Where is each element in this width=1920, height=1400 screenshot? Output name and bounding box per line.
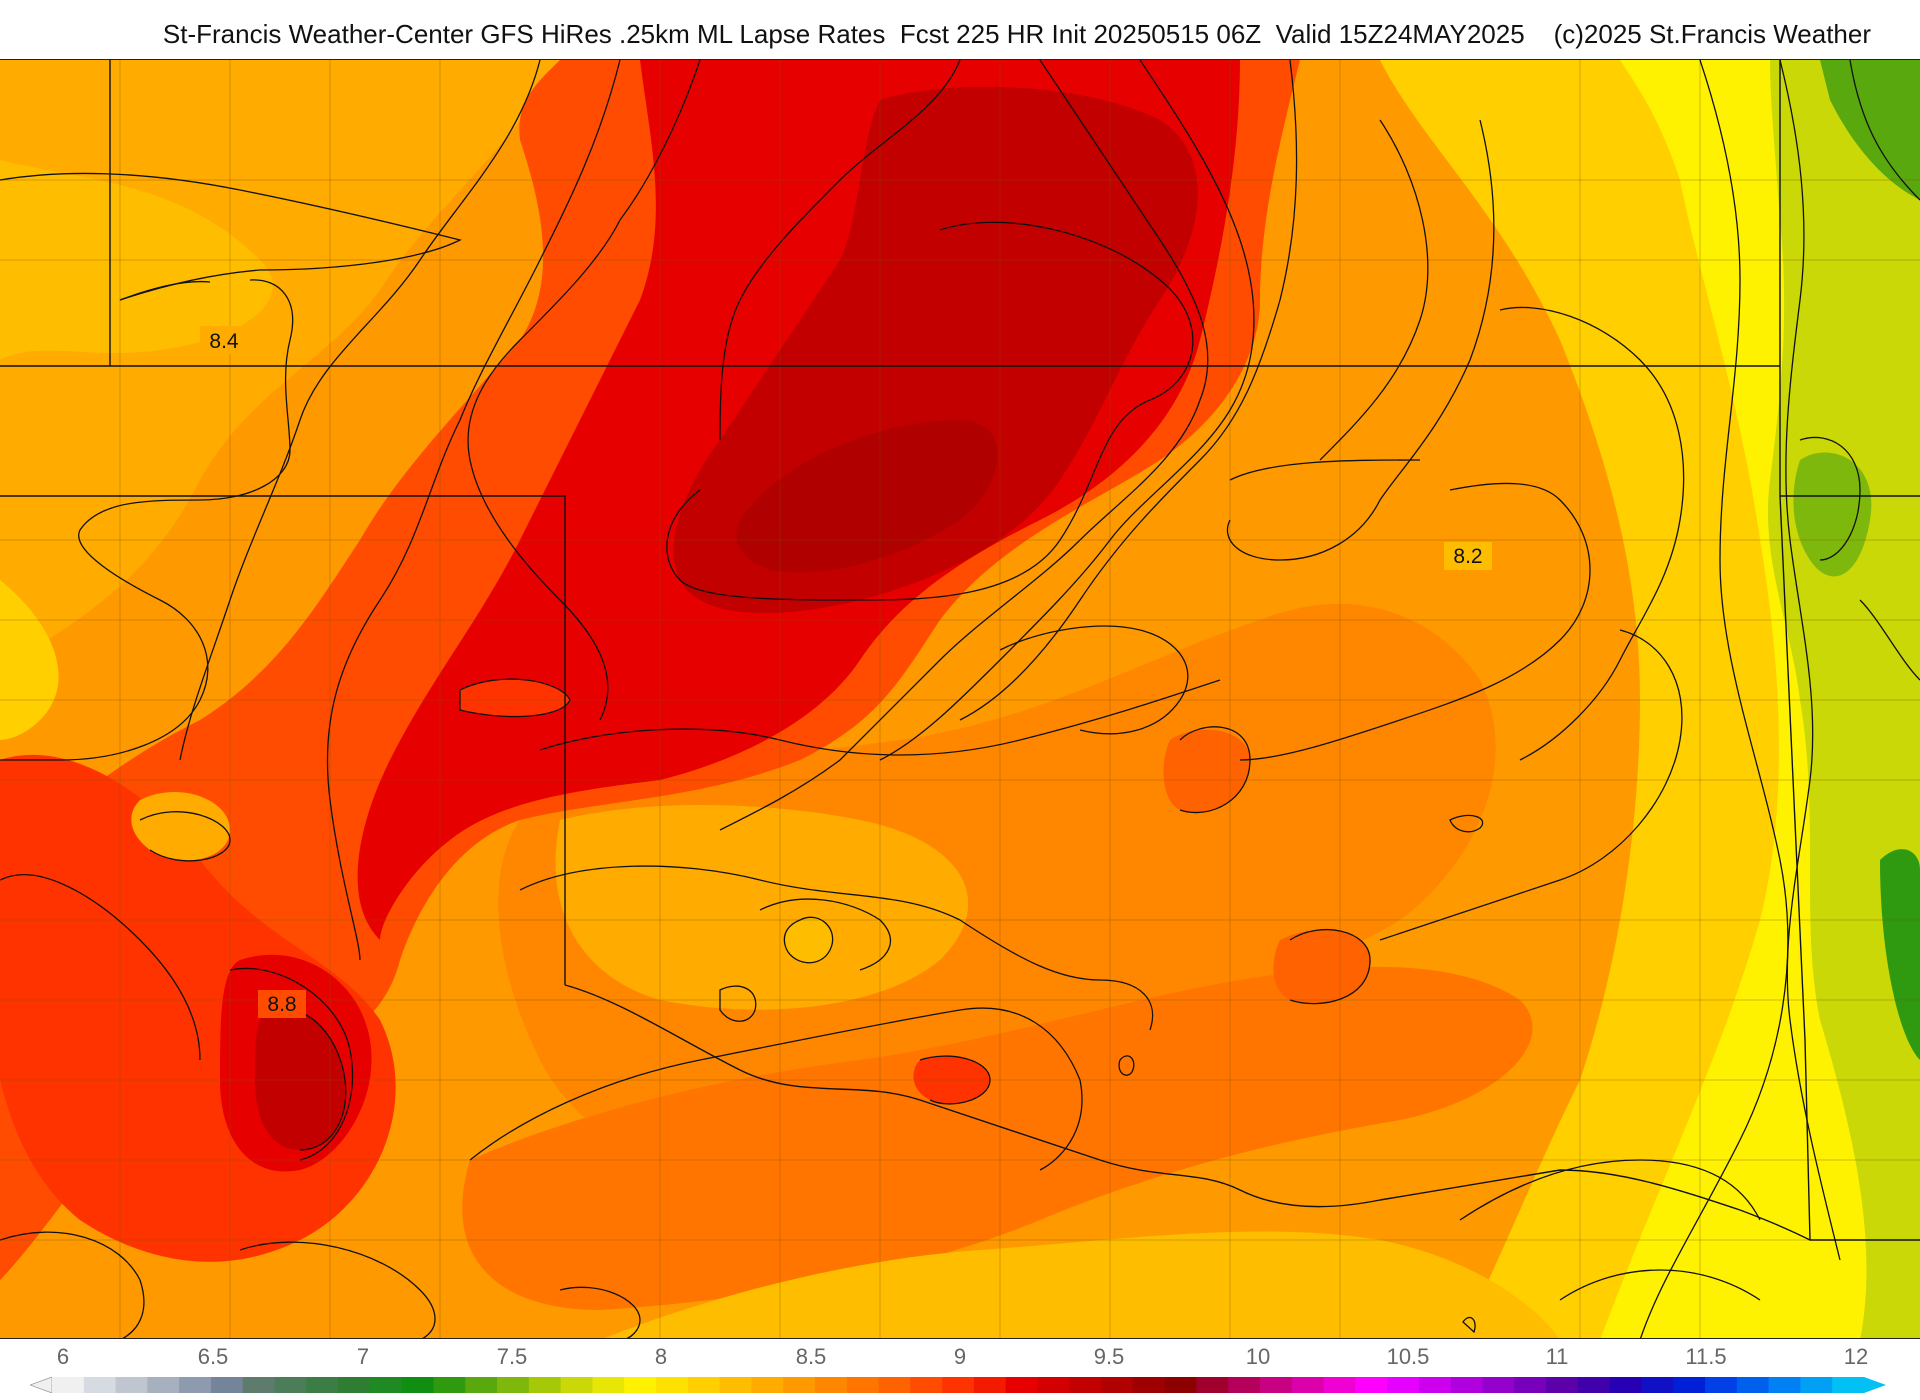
central-pale-region [555, 805, 969, 1010]
colorbar-tick: 11.5 [1685, 1344, 1727, 1369]
colorbar-swatch [1450, 1377, 1484, 1393]
colorbar-swatch [1705, 1377, 1738, 1393]
colorbar-swatch [1291, 1377, 1325, 1393]
colorbar-tick: 9.5 [1093, 1344, 1125, 1369]
colorbar-tick: 7 [356, 1344, 370, 1369]
colorbar-swatch [1355, 1377, 1388, 1393]
colorbar-swatch [1832, 1377, 1865, 1393]
colorbar-swatch [1577, 1377, 1611, 1393]
colorbar-swatch [656, 1377, 689, 1393]
colorbar [30, 1377, 1886, 1393]
patch-small-2 [460, 679, 570, 717]
patch-small-1 [784, 917, 833, 963]
colorbar-swatch [1101, 1377, 1134, 1393]
colorbar-swatch [369, 1377, 403, 1393]
colorbar-swatch [1482, 1377, 1515, 1393]
colorbar-swatch [687, 1377, 721, 1393]
patch-east-1 [1163, 729, 1250, 813]
colorbar-swatch [1736, 1377, 1770, 1393]
colorbar-swatch [401, 1377, 435, 1393]
colorbar-labels: 6 6.5 7 7.5 8 8.5 9 9.5 10 10.5 11 11.5 … [0, 1342, 1920, 1372]
colorbar-tick: 10 [1245, 1344, 1271, 1369]
colorbar-swatch [1609, 1377, 1643, 1393]
contour-label-8-4: 8.4 [209, 330, 239, 353]
colorbar-tick: 10.5 [1386, 1344, 1430, 1369]
colorbar-swatch [1323, 1377, 1356, 1393]
colorbar-tick: 6.5 [197, 1344, 229, 1369]
colorbar-swatch [433, 1377, 466, 1393]
colorbar-swatch [1673, 1377, 1706, 1393]
patch-center [913, 1056, 990, 1104]
south-orange-band [462, 966, 1533, 1310]
colorbar-swatch [52, 1377, 85, 1393]
colorbar-swatch [179, 1377, 212, 1393]
state-boundaries [0, 60, 1920, 1241]
colorbar-swatch [1164, 1377, 1198, 1393]
colorbar-swatch [910, 1377, 943, 1393]
colorbar-tick: 11 [1545, 1344, 1569, 1369]
colorbar-swatch [1196, 1377, 1229, 1393]
colorbar-swatch [83, 1377, 117, 1393]
colorbar-tick: 8.5 [795, 1344, 827, 1369]
patch-east-2 [1273, 929, 1370, 1004]
colorbar-swatch [242, 1377, 276, 1393]
contour-label-group: 8.4 8.8 8.2 [200, 326, 1492, 1018]
colorbar-swatch [1800, 1377, 1833, 1393]
colorbar-swatch [878, 1377, 911, 1393]
patch-small-3 [131, 791, 230, 861]
sw-darkest-blob [255, 1008, 346, 1150]
nw-light-region [0, 160, 273, 360]
colorbar-swatch [1546, 1377, 1579, 1393]
colorbar-swatch [1069, 1377, 1102, 1393]
colorbar-tick: 7.5 [496, 1344, 528, 1369]
colorbar-swatch [751, 1377, 784, 1393]
east-green-patch [1793, 452, 1872, 577]
lapse-rate-map: 8.4 8.8 8.2 [0, 59, 1920, 1339]
colorbar-swatch [306, 1377, 339, 1393]
colorbar-swatch [1418, 1377, 1452, 1393]
colorbar-swatch [942, 1377, 975, 1393]
colorbar-swatch [1228, 1377, 1261, 1393]
colorbar-swatch [1387, 1377, 1420, 1393]
colorbar-tick: 8 [654, 1344, 668, 1369]
colorbar-swatch [338, 1377, 371, 1393]
contour-lines [0, 60, 1920, 1338]
south-yellow-band [605, 1231, 1559, 1338]
east-lime-region [1768, 60, 1920, 1338]
map-title: St-Francis Weather-Center GFS HiRes .25k… [162, 19, 1871, 49]
colorbar-swatch [814, 1377, 848, 1393]
colorbar-tick: 9 [953, 1344, 967, 1369]
colorbar-swatch [1768, 1377, 1802, 1393]
colorbar-min-arrow [30, 1377, 53, 1393]
colorbar-swatch [274, 1377, 307, 1393]
colorbar-swatch [147, 1377, 180, 1393]
colorbar-swatch [1641, 1377, 1674, 1393]
colorbar-swatch [115, 1377, 148, 1393]
colorbar-swatch [973, 1377, 1007, 1393]
contour-label-8-8: 8.8 [267, 993, 296, 1016]
colorbar-tick: 12 [1843, 1344, 1869, 1369]
colorbar-swatch [719, 1377, 752, 1393]
colorbar-swatch [846, 1377, 880, 1393]
colorbar-swatch [497, 1377, 530, 1393]
colorbar-tick: 6 [56, 1344, 70, 1369]
contour-label-8-2: 8.2 [1453, 545, 1482, 568]
east-green-lower [1880, 849, 1920, 1060]
darkest-red-core [736, 420, 998, 573]
colorbar-swatch [624, 1377, 657, 1393]
colorbar-swatch [465, 1377, 498, 1393]
colorbar-max-arrow [1864, 1377, 1886, 1393]
colorbar-swatch [528, 1377, 562, 1393]
colorbar-swatch [560, 1377, 594, 1393]
colorbar-swatch [1037, 1377, 1070, 1393]
colorbar-swatch [1132, 1377, 1166, 1393]
w-yellow-region [0, 580, 59, 740]
colorbar-swatch [592, 1377, 625, 1393]
colorbar-swatch [1514, 1377, 1547, 1393]
colorbar-swatch [1260, 1377, 1293, 1393]
colorbar-swatch [210, 1377, 244, 1393]
colorbar-swatch [783, 1377, 816, 1393]
colorbar-swatch [1005, 1377, 1039, 1393]
